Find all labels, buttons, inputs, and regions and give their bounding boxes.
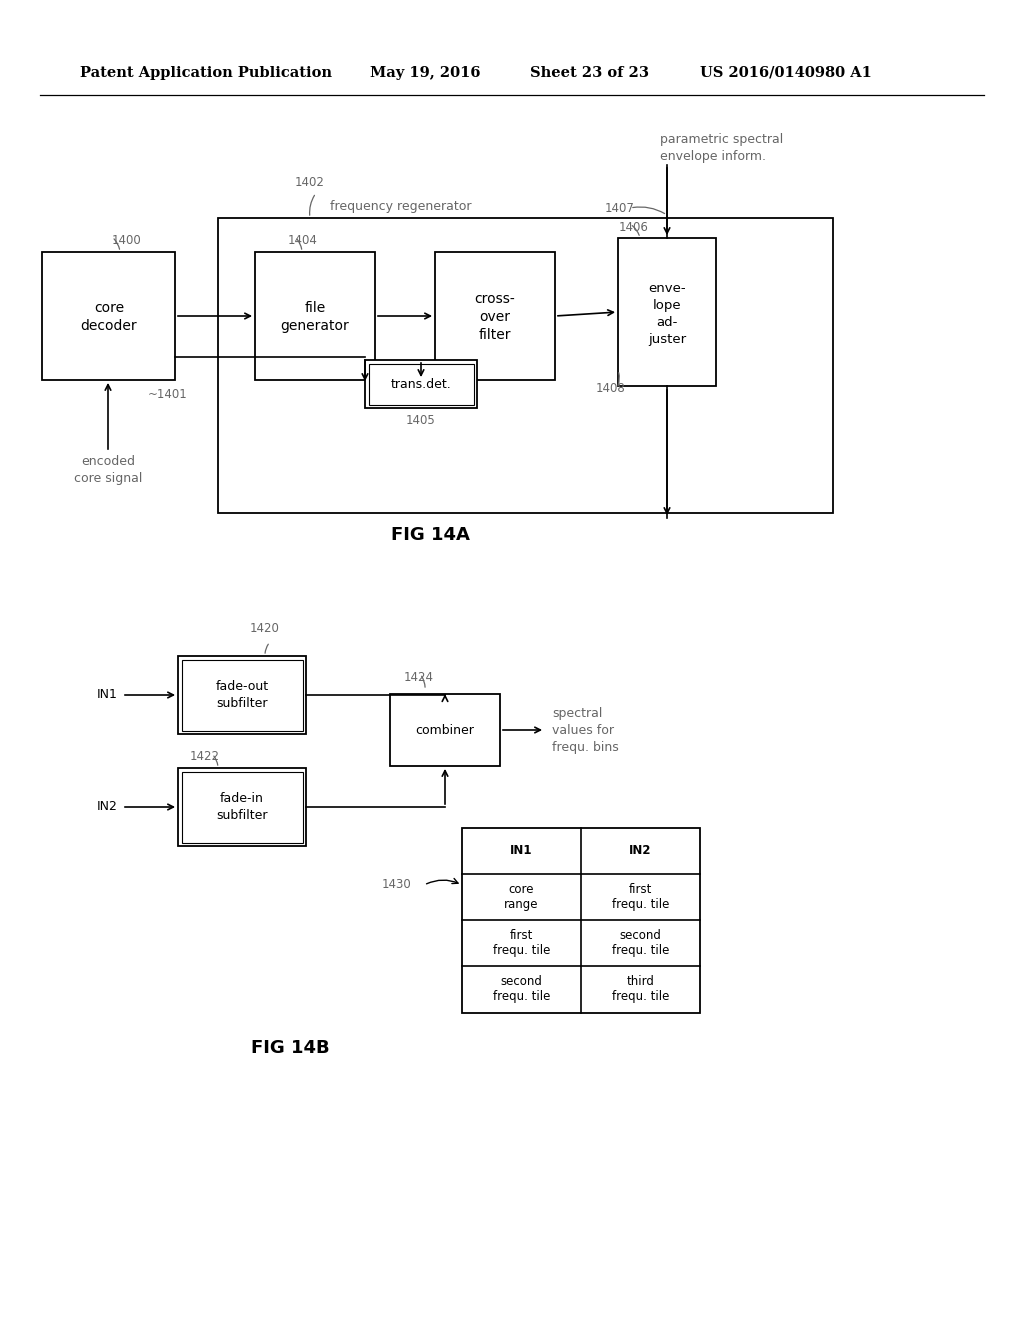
- Text: 1406: 1406: [618, 220, 649, 234]
- Text: IN2: IN2: [630, 845, 651, 858]
- Text: second
frequ. tile: second frequ. tile: [493, 974, 550, 1003]
- Text: cross-
over
filter: cross- over filter: [475, 292, 515, 342]
- Text: parametric spectral
envelope inform.: parametric spectral envelope inform.: [660, 133, 783, 162]
- Text: ~1401: ~1401: [148, 388, 187, 401]
- Text: core
range: core range: [504, 883, 539, 911]
- Text: second
frequ. tile: second frequ. tile: [611, 929, 670, 957]
- Text: spectral
values for
frequ. bins: spectral values for frequ. bins: [552, 706, 618, 754]
- Text: 1408: 1408: [596, 381, 626, 395]
- Bar: [462, 828, 700, 1012]
- Text: 1404: 1404: [288, 234, 317, 247]
- Text: first
frequ. tile: first frequ. tile: [493, 929, 550, 957]
- Text: FIG 14B: FIG 14B: [251, 1039, 330, 1057]
- Text: combiner: combiner: [416, 723, 474, 737]
- Bar: [618, 238, 716, 385]
- Text: 1407: 1407: [605, 202, 635, 214]
- Text: 1424: 1424: [404, 671, 434, 684]
- Text: IN1: IN1: [97, 689, 118, 701]
- Text: Patent Application Publication: Patent Application Publication: [80, 66, 332, 81]
- Text: frequency regenerator: frequency regenerator: [330, 201, 471, 213]
- Bar: [390, 694, 500, 766]
- Text: enve-
lope
ad-
juster: enve- lope ad- juster: [648, 282, 686, 346]
- Bar: [178, 656, 306, 734]
- Bar: [218, 218, 833, 513]
- Text: file
generator: file generator: [281, 301, 349, 333]
- Text: IN2: IN2: [97, 800, 118, 813]
- Text: 1405: 1405: [407, 414, 436, 426]
- Bar: [435, 252, 555, 380]
- Bar: [181, 660, 302, 730]
- Bar: [178, 768, 306, 846]
- Bar: [365, 360, 477, 408]
- Text: 1430: 1430: [382, 879, 412, 891]
- Text: trans.det.: trans.det.: [390, 378, 452, 391]
- Text: 1422: 1422: [190, 750, 220, 763]
- Text: 1400: 1400: [112, 234, 141, 247]
- Bar: [42, 252, 175, 380]
- Text: 1402: 1402: [295, 177, 325, 190]
- Text: fade-in
subfilter: fade-in subfilter: [216, 792, 267, 822]
- Text: core
decoder: core decoder: [81, 301, 137, 333]
- Text: fade-out
subfilter: fade-out subfilter: [215, 680, 268, 710]
- Text: US 2016/0140980 A1: US 2016/0140980 A1: [700, 66, 871, 81]
- Text: Sheet 23 of 23: Sheet 23 of 23: [530, 66, 649, 81]
- Text: 1420: 1420: [250, 622, 280, 635]
- Text: FIG 14A: FIG 14A: [390, 525, 469, 544]
- Text: encoded
core signal: encoded core signal: [74, 455, 142, 484]
- Bar: [181, 771, 302, 842]
- Bar: [369, 363, 473, 404]
- Bar: [255, 252, 375, 380]
- Text: first
frequ. tile: first frequ. tile: [611, 883, 670, 911]
- Text: IN1: IN1: [510, 845, 532, 858]
- Text: May 19, 2016: May 19, 2016: [370, 66, 480, 81]
- Text: third
frequ. tile: third frequ. tile: [611, 974, 670, 1003]
